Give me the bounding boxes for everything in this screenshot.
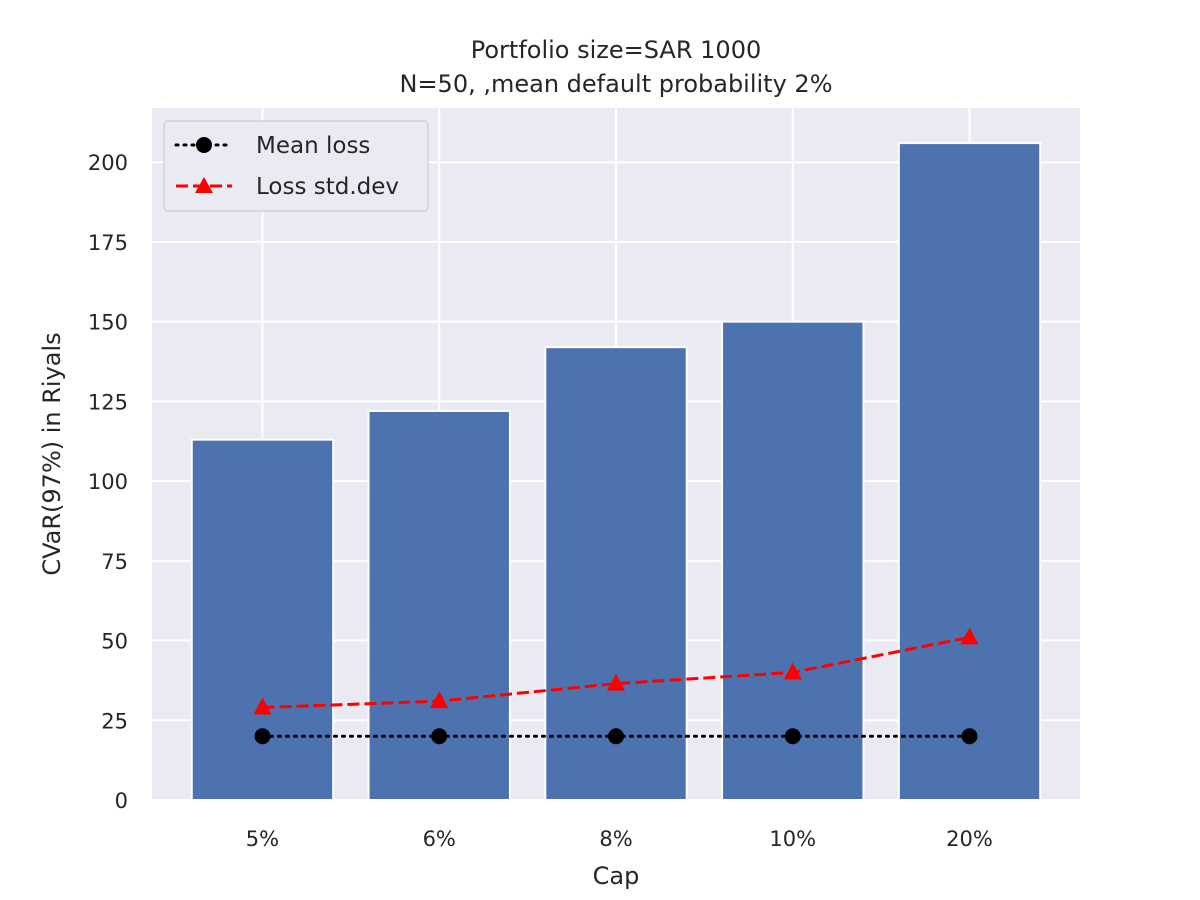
series-point-0 (608, 728, 624, 745)
x-tick-labels: 5% 6% 8% 10% 20% (246, 827, 993, 851)
x-axis-label: Cap (593, 862, 640, 890)
series-point-0 (254, 728, 271, 745)
y-tick-label: 150 (88, 311, 128, 335)
y-tick-label: 175 (88, 231, 128, 255)
x-tick-label: 20% (946, 827, 993, 851)
x-tick-label: 6% (423, 827, 456, 851)
bar (721, 320, 865, 801)
x-tick-label: 5% (246, 827, 279, 851)
y-axis-label: CVaR(97%) in Riyals (38, 332, 66, 575)
series-point-1 (783, 662, 802, 680)
bar (897, 142, 1042, 801)
y-tick-label: 0 (115, 789, 128, 813)
y-tick-label: 25 (101, 709, 128, 733)
chart-title-line1: Portfolio size=SAR 1000 (471, 36, 761, 64)
series-point-1 (430, 691, 449, 709)
legend: Mean loss Loss std.dev (163, 120, 429, 212)
chart-title-line2: N=50, ,mean default probability 2% (399, 70, 832, 98)
y-tick-label: 100 (88, 470, 128, 494)
y-tick-label: 125 (88, 390, 128, 414)
series-lines (253, 627, 979, 745)
legend-mean-loss-marker (196, 137, 212, 153)
series-point-0 (961, 728, 978, 745)
y-tick-label: 50 (101, 630, 128, 654)
series-point-0 (431, 728, 448, 745)
legend-loss-std-label: Loss std.dev (256, 174, 399, 200)
legend-loss-std-marker (195, 177, 213, 193)
series-point-1 (607, 673, 625, 691)
y-tick-label: 200 (88, 151, 128, 175)
bar (544, 346, 688, 801)
y-tick-labels: 0 25 50 75 100 125 150 175 200 (88, 151, 128, 813)
bar (190, 438, 335, 801)
series-point-1 (960, 627, 979, 645)
legend-mean-loss-label: Mean loss (256, 133, 370, 159)
legend-box (163, 120, 429, 212)
x-tick-label: 10% (769, 827, 816, 851)
series-point-0 (784, 728, 801, 745)
y-tick-label: 75 (101, 550, 128, 574)
series-point-1 (253, 697, 272, 715)
x-tick-label: 8% (599, 827, 632, 851)
